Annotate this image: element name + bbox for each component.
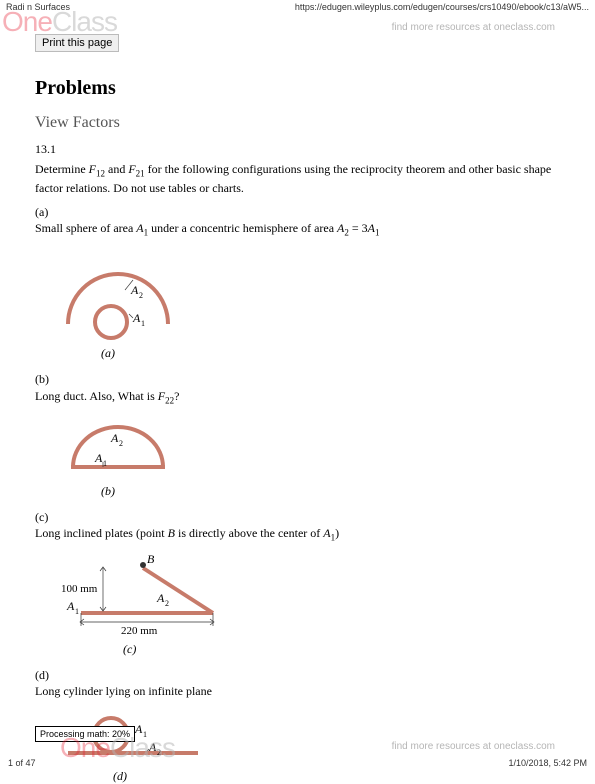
part-d-text: Long cylinder lying on infinite plane: [35, 683, 560, 699]
svg-text:A: A: [66, 599, 75, 613]
problem-number: 13.1: [35, 142, 560, 157]
problem-intro: Determine F12 and F21 for the following …: [35, 161, 560, 196]
page-counter: 1 of 47: [8, 758, 36, 768]
svg-text:2: 2: [157, 748, 161, 757]
svg-text:A: A: [132, 311, 141, 325]
figure-c-label: (c): [123, 642, 560, 657]
figure-a: A 2 A 1 (a): [53, 244, 560, 361]
page-timestamp: 1/10/2018, 5:42 PM: [508, 758, 587, 768]
svg-text:1: 1: [143, 730, 147, 739]
figure-b-label: (b): [101, 484, 560, 499]
figure-d-label: (d): [113, 769, 560, 784]
page-title: Problems: [35, 77, 560, 100]
part-a-label: (a): [35, 204, 560, 220]
svg-text:2: 2: [165, 599, 169, 608]
part-b-text: Long duct. Also, What is F22?: [35, 388, 560, 407]
print-button[interactable]: Print this page: [35, 34, 119, 52]
svg-text:A: A: [156, 591, 165, 605]
part-a-text: Small sphere of area A1 under a concentr…: [35, 220, 560, 239]
header-left: Radi n Surfaces: [6, 2, 70, 12]
figure-c: B 100 mm A 1 A 2 220 mm (c): [53, 550, 560, 657]
part-d-label: (d): [35, 667, 560, 683]
figure-b: A 2 A 1 (b): [53, 412, 560, 499]
svg-text:1: 1: [75, 607, 79, 616]
processing-math: Processing math: 20%: [35, 726, 135, 742]
svg-text:A: A: [134, 722, 143, 736]
svg-text:A: A: [148, 740, 157, 754]
svg-text:1: 1: [141, 319, 145, 328]
dim-220: 220 mm: [121, 625, 158, 637]
section-title: View Factors: [35, 114, 560, 132]
part-c-text: Long inclined plates (point B is directl…: [35, 525, 560, 544]
svg-text:B: B: [147, 552, 155, 566]
dim-100: 100 mm: [61, 583, 98, 595]
svg-text:1: 1: [103, 459, 107, 468]
svg-text:2: 2: [139, 291, 143, 300]
figure-a-label: (a): [101, 346, 560, 361]
part-c-label: (c): [35, 509, 560, 525]
svg-text:A: A: [130, 283, 139, 297]
svg-text:2: 2: [119, 439, 123, 448]
part-b-label: (b): [35, 371, 560, 387]
header-url: https://edugen.wileyplus.com/edugen/cour…: [295, 2, 589, 12]
svg-text:A: A: [110, 431, 119, 445]
svg-text:A: A: [94, 451, 103, 465]
findmore-top: find more resources at oneclass.com: [392, 22, 555, 33]
figure-d: A 1 A 2 (d): [53, 705, 560, 784]
